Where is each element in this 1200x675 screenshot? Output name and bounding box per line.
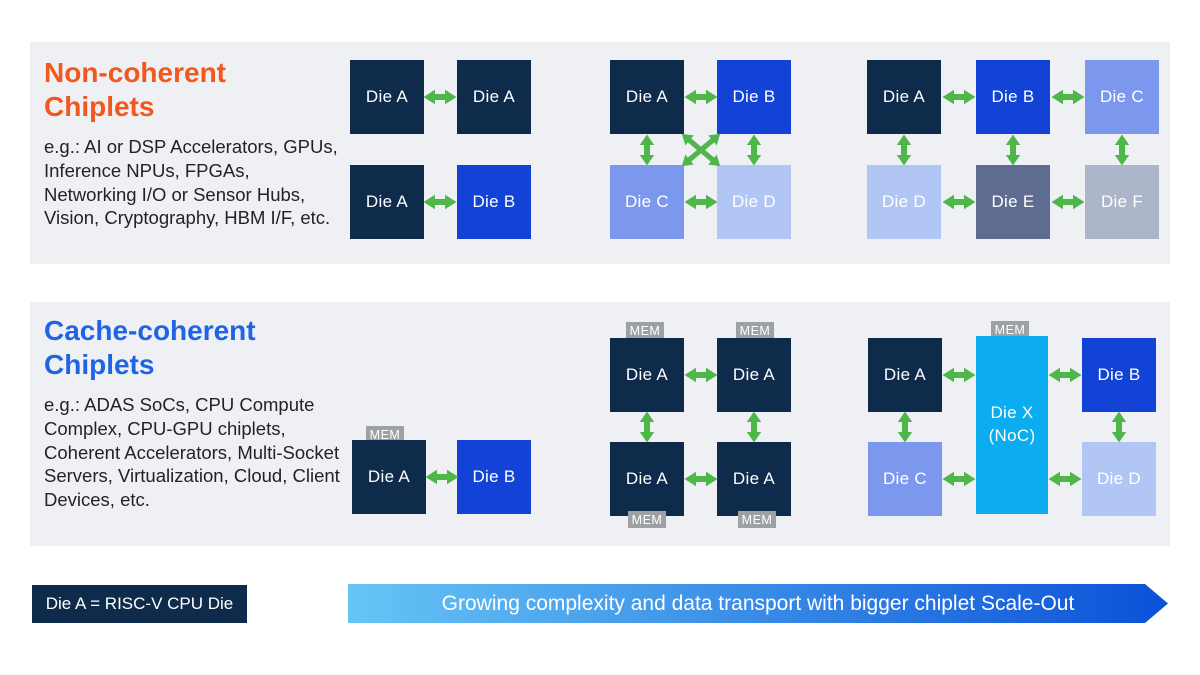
title-line: Chiplets xyxy=(44,91,155,123)
bidirectional-arrow-icon xyxy=(638,134,656,166)
non-coherent-description: e.g.: AI or DSP Accelerators, GPUs, Infe… xyxy=(44,136,338,229)
cache-coherent-textblock: Cache-coherent Chiplets e.g.: ADAS SoCs,… xyxy=(44,314,354,512)
die-box: Die F xyxy=(1085,165,1159,239)
bidirectional-arrow-icon xyxy=(684,88,718,106)
die-box: Die A xyxy=(868,338,942,412)
mem-tag: MEM xyxy=(366,426,404,443)
title-line: Non-coherent xyxy=(44,57,226,88)
die-box: Die A xyxy=(457,60,531,134)
die-box: Die B xyxy=(457,165,531,239)
bidirectional-arrow-icon xyxy=(895,134,913,166)
die-box: Die A xyxy=(867,60,941,134)
die-noc-box: Die X (NoC) xyxy=(976,336,1048,514)
die-box: Die D xyxy=(717,165,791,239)
bidirectional-arrow-icon xyxy=(425,468,459,486)
bidirectional-arrow-icon xyxy=(1048,366,1082,384)
die-box: Die A xyxy=(352,440,426,514)
non-coherent-textblock: Non-coherent Chiplets e.g.: AI or DSP Ac… xyxy=(44,56,354,230)
die-box: Die B xyxy=(717,60,791,134)
bidirectional-arrow-icon xyxy=(1113,134,1131,166)
die-box: Die C xyxy=(868,442,942,516)
bidirectional-arrow-icon xyxy=(896,411,914,443)
die-label: Die X xyxy=(990,403,1034,423)
die-box: Die A xyxy=(717,338,791,412)
mem-tag: MEM xyxy=(738,511,776,528)
bidirectional-arrow-icon xyxy=(745,134,763,166)
cache-coherent-title: Cache-coherent Chiplets xyxy=(44,314,354,382)
die-box: Die A xyxy=(717,442,791,516)
die-box: Die B xyxy=(976,60,1050,134)
bidirectional-arrow-icon xyxy=(638,411,656,443)
mem-tag: MEM xyxy=(628,511,666,528)
bidirectional-arrow-icon xyxy=(745,411,763,443)
bidirectional-arrow-icon xyxy=(1051,193,1085,211)
die-box: Die C xyxy=(1085,60,1159,134)
die-box: Die E xyxy=(976,165,1050,239)
mem-tag: MEM xyxy=(736,322,774,339)
title-line: Cache-coherent xyxy=(44,315,256,346)
die-box: Die B xyxy=(1082,338,1156,412)
bidirectional-arrow-icon xyxy=(1004,134,1022,166)
die-box: Die B xyxy=(457,440,531,514)
bidirectional-arrow-icon xyxy=(942,366,976,384)
scale-out-banner: Growing complexity and data transport wi… xyxy=(348,584,1168,623)
die-box: Die A xyxy=(610,60,684,134)
cache-coherent-description: e.g.: ADAS SoCs, CPU Compute Complex, CP… xyxy=(44,394,340,510)
bidirectional-arrow-icon xyxy=(942,88,976,106)
legend-die-a: Die A = RISC-V CPU Die xyxy=(32,585,247,623)
banner-text: Growing complexity and data transport wi… xyxy=(441,591,1075,615)
mem-tag: MEM xyxy=(991,321,1029,338)
die-box: Die C xyxy=(610,165,684,239)
title-line: Chiplets xyxy=(44,349,155,381)
bidirectional-arrow-icon xyxy=(423,88,457,106)
bidirectional-arrow-icon xyxy=(684,366,718,384)
bidirectional-arrow-icon xyxy=(1110,411,1128,443)
bidirectional-arrow-icon xyxy=(942,470,976,488)
bidirectional-arrow-icon xyxy=(684,193,718,211)
bidirectional-arrow-icon xyxy=(423,193,457,211)
bidirectional-arrow-icon xyxy=(1051,88,1085,106)
bidirectional-arrow-icon xyxy=(1048,470,1082,488)
mem-tag: MEM xyxy=(626,322,664,339)
die-label: (NoC) xyxy=(988,426,1036,445)
bidirectional-arrow-icon xyxy=(942,193,976,211)
cross-arrows-icon xyxy=(677,128,725,172)
die-box: Die A xyxy=(610,442,684,516)
die-box: Die D xyxy=(867,165,941,239)
non-coherent-title: Non-coherent Chiplets xyxy=(44,56,354,124)
die-box: Die D xyxy=(1082,442,1156,516)
bidirectional-arrow-icon xyxy=(684,470,718,488)
die-box: Die A xyxy=(610,338,684,412)
die-box: Die A xyxy=(350,165,424,239)
die-box: Die A xyxy=(350,60,424,134)
